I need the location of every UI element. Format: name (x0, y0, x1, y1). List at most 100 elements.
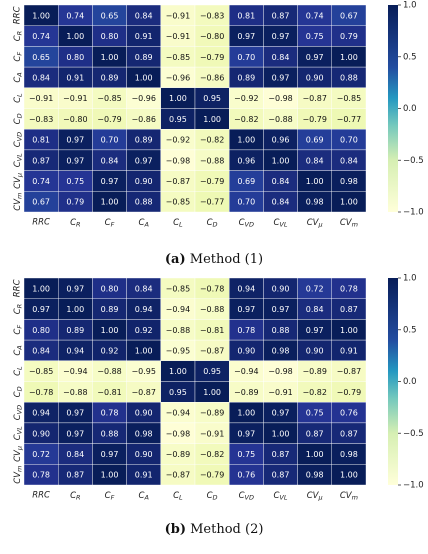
cell-value-label: 0.84 (272, 177, 290, 186)
cell-value-label: 0.98 (306, 198, 324, 207)
cell-value-label: 0.76 (237, 471, 255, 480)
row-tick-label: CA (13, 345, 24, 355)
cell-value-label: 0.65 (101, 11, 119, 20)
cell-value-label: 0.98 (340, 177, 358, 186)
cell-value-label: 1.00 (237, 409, 255, 418)
cell-value-label: 0.87 (340, 429, 358, 438)
cell-value-label: 0.74 (32, 177, 50, 186)
cell-value-label: 0.98 (272, 346, 290, 355)
cell-value-label: 1.00 (272, 429, 290, 438)
heatmap-cell (331, 191, 367, 213)
heatmap-panel-1: 1.00 0.74 0.65 0.84 −0.91 −0.83 0.81 0.87 0.74 0.… (13, 1, 424, 268)
cell-value-label: 0.97 (306, 53, 324, 62)
cell-value-label: 0.81 (32, 136, 50, 145)
heatmap-panel-2: 1.00 0.97 0.80 0.84 −0.85 −0.78 0.94 0.90 0.72 0.… (13, 274, 424, 538)
cell-value-label: 0.91 (340, 346, 358, 355)
row-tick-label: CD (13, 386, 24, 397)
cell-value-label: 0.89 (66, 326, 84, 335)
row-tick-label: CR (13, 31, 24, 41)
cell-value-label: −0.91 (268, 388, 293, 397)
cell-value-label: 0.97 (32, 305, 50, 314)
cell-value-label: −0.83 (29, 115, 54, 124)
cell-value-label: 0.84 (101, 156, 119, 165)
cell-value-label: −0.82 (302, 388, 327, 397)
cell-value-label: −0.85 (166, 284, 191, 293)
cell-value-label: 1.00 (272, 156, 290, 165)
colorbar-tick-label: −1.0 (403, 481, 424, 491)
cell-value-label: 0.89 (237, 73, 255, 82)
cell-value-label: −0.85 (166, 198, 191, 207)
cell-value-label: −0.98 (166, 156, 191, 165)
cell-value-label: −0.95 (131, 367, 156, 376)
row-tick-label: CVμ (13, 446, 24, 462)
cell-value-label: 0.67 (32, 198, 50, 207)
cell-value-label: −0.88 (97, 367, 122, 376)
row-tick-label: RRC (13, 6, 23, 24)
cell-value-label: −0.79 (200, 471, 225, 480)
cell-value-label: 0.97 (237, 32, 255, 41)
cell-value-label: −0.78 (200, 284, 225, 293)
column-tick-label: CVL (273, 491, 287, 502)
row-tick-label: CF (13, 325, 24, 335)
cell-value-label: −0.87 (200, 346, 225, 355)
column-tick-label: RRC (32, 491, 50, 501)
row-tick-label: CD (13, 113, 24, 124)
cell-value-label: 0.95 (203, 94, 221, 103)
cell-value-label: 0.97 (66, 429, 84, 438)
cell-value-label: 0.84 (272, 198, 290, 207)
row-tick-label: CL (13, 366, 24, 376)
cell-value-label: −0.94 (166, 305, 191, 314)
row-tick-label: CL (13, 93, 24, 103)
column-tick-label: CVD (239, 218, 254, 229)
colorbar (388, 5, 398, 212)
cell-value-label: 0.89 (135, 53, 153, 62)
cell-value-label: 0.90 (237, 346, 255, 355)
cell-value-label: 0.88 (101, 429, 119, 438)
cell-value-label: 0.97 (66, 156, 84, 165)
column-tick-label: CA (139, 491, 149, 502)
cell-value-label: −0.88 (63, 388, 88, 397)
cell-value-label: −0.92 (234, 94, 259, 103)
cell-value-label: 0.97 (101, 450, 119, 459)
row-tick-label: CA (13, 72, 24, 82)
cell-value-label: 0.90 (306, 73, 324, 82)
cell-value-label: 0.80 (101, 284, 119, 293)
column-tick-label: CL (173, 218, 183, 229)
cell-value-label: 0.67 (340, 11, 358, 20)
column-tick-label: CL (173, 491, 183, 502)
cell-value-label: −0.91 (166, 11, 191, 20)
row-tick-label: CVμ (13, 173, 24, 189)
column-tick-label: CD (207, 491, 218, 502)
cell-value-label: 1.00 (203, 388, 221, 397)
cell-value-label: 0.78 (101, 409, 119, 418)
cell-value-label: −0.81 (200, 326, 225, 335)
cell-value-label: −0.87 (131, 388, 156, 397)
cell-value-label: −0.86 (200, 73, 225, 82)
cell-value-label: 0.87 (272, 11, 290, 20)
cell-value-label: −0.79 (200, 53, 225, 62)
cell-value-label: 1.00 (306, 450, 324, 459)
heatmap-cell (331, 464, 367, 486)
cell-value-label: 0.89 (135, 136, 153, 145)
colorbar-tick-label: 1.0 (403, 1, 417, 11)
cell-value-label: 0.97 (272, 73, 290, 82)
cell-value-label: 1.00 (32, 11, 50, 20)
cell-value-label: 1.00 (32, 284, 50, 293)
cell-value-label: 0.72 (306, 284, 324, 293)
cell-value-label: 0.91 (135, 471, 153, 480)
cell-value-label: 0.91 (135, 32, 153, 41)
cell-value-label: −0.86 (131, 115, 156, 124)
column-tick-label: CVL (273, 218, 287, 229)
cell-value-label: 1.00 (169, 367, 187, 376)
cell-value-label: 0.84 (340, 156, 358, 165)
cell-value-label: 0.97 (272, 409, 290, 418)
cell-value-label: 0.80 (101, 32, 119, 41)
cell-value-label: 0.79 (340, 32, 358, 41)
cell-value-label: 0.81 (237, 11, 255, 20)
cell-value-label: 0.90 (306, 346, 324, 355)
cell-value-label: 0.84 (306, 156, 324, 165)
cell-value-label: 1.00 (340, 471, 358, 480)
cell-value-label: 0.92 (135, 326, 153, 335)
column-tick-label: CVμ (307, 491, 323, 502)
cell-value-label: −0.85 (166, 53, 191, 62)
